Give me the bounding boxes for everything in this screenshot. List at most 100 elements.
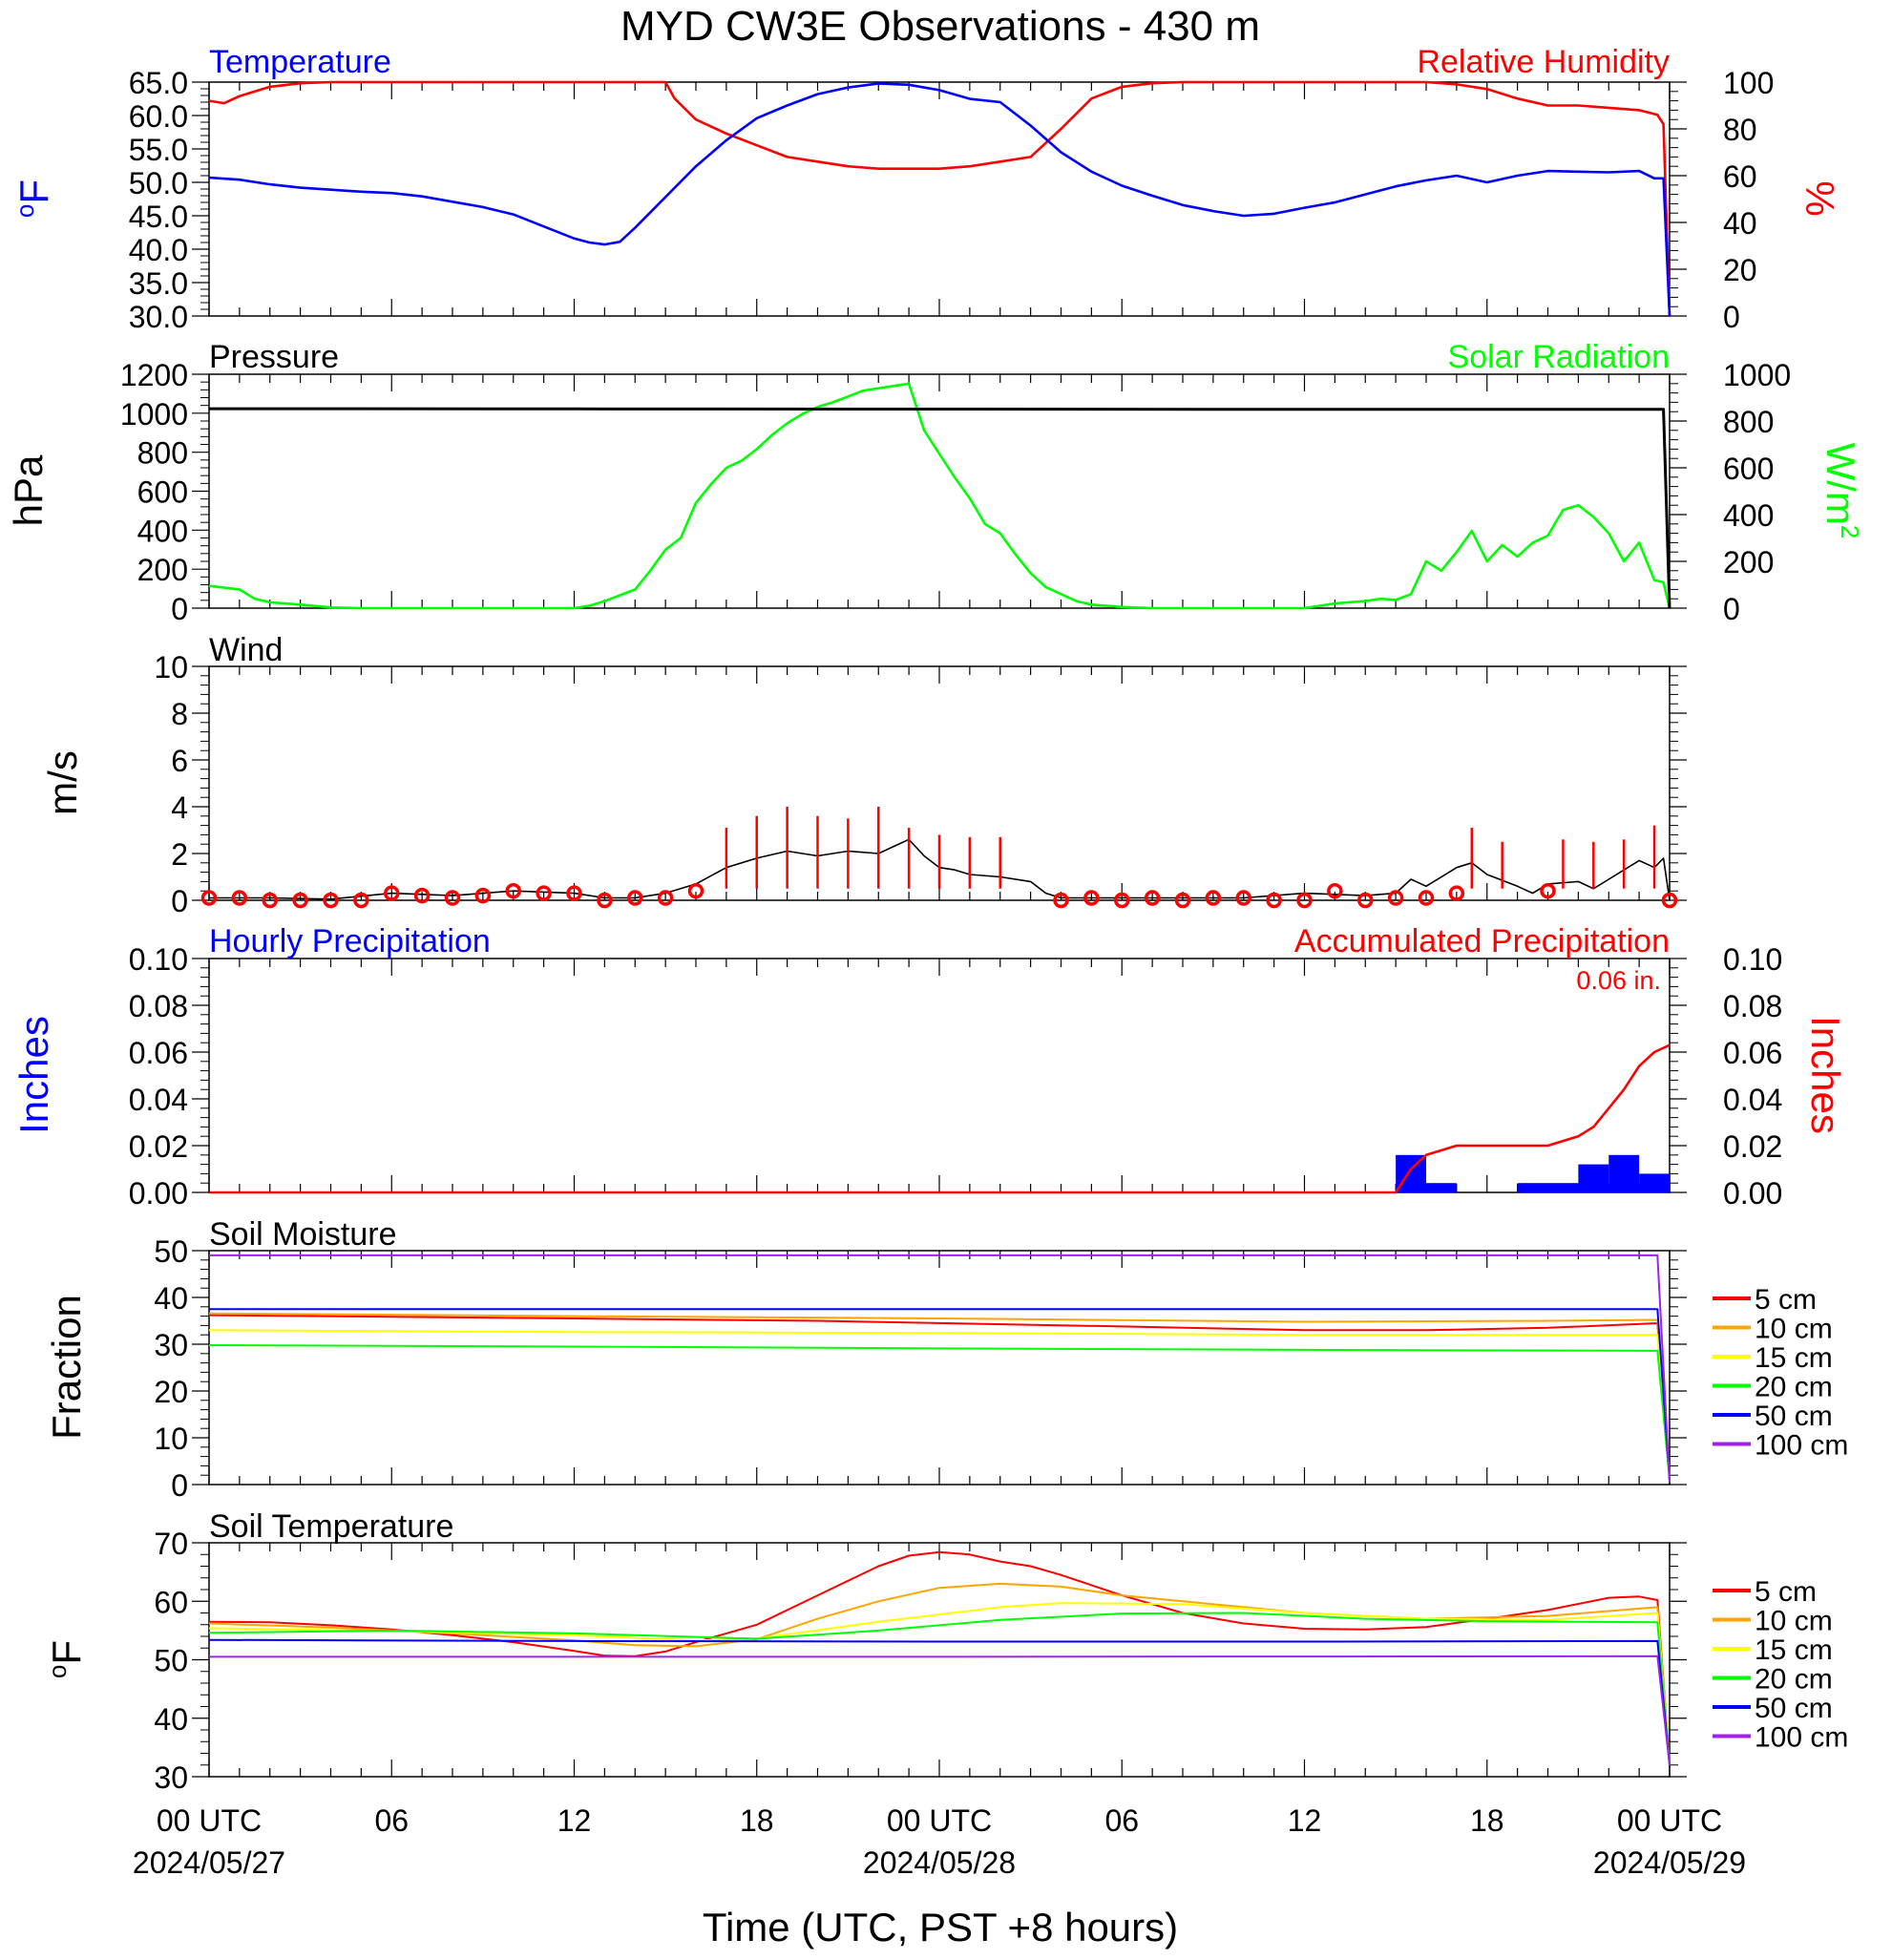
series-soil-moisture bbox=[208, 1312, 1671, 1481]
y-tick-label-left: 40 bbox=[154, 1281, 188, 1316]
x-tick-label: 18 bbox=[740, 1803, 774, 1838]
unit-squared: 2 bbox=[1836, 525, 1864, 538]
panel-label-right: Solar Radiation bbox=[1448, 339, 1670, 375]
x-tick-label: 00 UTC bbox=[887, 1803, 992, 1838]
y-tick-label-right: 0.10 bbox=[1723, 942, 1782, 977]
y-tick-label-left: 800 bbox=[137, 436, 188, 471]
y-tick-label-right: 0.02 bbox=[1723, 1129, 1782, 1164]
y-tick-label-left: 35.0 bbox=[129, 266, 188, 301]
unit-degree: o bbox=[43, 1665, 72, 1678]
y-tick-label-right: 0.06 bbox=[1723, 1036, 1782, 1070]
legend-label: 5 cm bbox=[1755, 1576, 1817, 1608]
unit-left: m/s bbox=[40, 750, 85, 815]
y-tick-label-right: 60 bbox=[1723, 159, 1757, 194]
x-tick-label: 06 bbox=[1104, 1803, 1139, 1838]
x-tick-date-label: 2024/05/29 bbox=[1593, 1845, 1746, 1880]
panels: 65.060.055.050.045.040.035.030.010080604… bbox=[6, 44, 1864, 1880]
wind-marker bbox=[657, 890, 674, 906]
x-tick-label: 00 UTC bbox=[1617, 1803, 1722, 1838]
series-temperature bbox=[208, 82, 1671, 317]
y-tick-label-left: 1200 bbox=[120, 358, 188, 392]
series-soil-moisture bbox=[208, 1344, 1671, 1481]
y-tick-label-left: 200 bbox=[137, 553, 188, 587]
unit-wm: W/m bbox=[1818, 443, 1863, 525]
y-tick-label-left: 0.00 bbox=[129, 1176, 188, 1211]
y-tick-label-left: 400 bbox=[137, 514, 188, 548]
wind-marker bbox=[200, 890, 218, 906]
wind-marker bbox=[1418, 890, 1435, 906]
legend-label: 100 cm bbox=[1755, 1430, 1848, 1462]
legend-label: 10 cm bbox=[1755, 1606, 1833, 1637]
precip-bar bbox=[1608, 1154, 1640, 1192]
wind-marker bbox=[1114, 892, 1130, 909]
x-tick-date-label: 2024/05/28 bbox=[863, 1845, 1016, 1880]
series-soil-moisture bbox=[208, 1314, 1671, 1481]
series-soil-temperature bbox=[209, 1654, 1671, 1765]
wind-marker bbox=[1448, 885, 1465, 901]
panel-label-left: Wind bbox=[209, 632, 283, 668]
wind-marker bbox=[1661, 892, 1678, 909]
y-tick-label-right: 400 bbox=[1723, 498, 1774, 533]
panel-frame bbox=[208, 1542, 1671, 1778]
y-tick-label-left: 0.08 bbox=[129, 989, 188, 1023]
y-tick-label-right: 80 bbox=[1723, 113, 1757, 147]
y-tick-label-left: 0 bbox=[171, 884, 188, 918]
y-tick-label-left: 0.02 bbox=[129, 1129, 188, 1164]
wind-marker bbox=[1083, 890, 1100, 906]
precip-bar bbox=[1426, 1183, 1457, 1192]
unit-f: F bbox=[44, 1640, 89, 1665]
series-soil-temperature bbox=[208, 1550, 1671, 1765]
legend-label: 100 cm bbox=[1755, 1722, 1848, 1754]
wind-marker bbox=[1296, 892, 1313, 909]
y-tick-label-left: 10 bbox=[154, 650, 188, 685]
panel-label-left: Temperature bbox=[209, 44, 391, 80]
y-tick-label-left: 600 bbox=[137, 475, 188, 510]
y-tick-label-right: 100 bbox=[1723, 66, 1774, 100]
y-tick-label-left: 30 bbox=[154, 1760, 188, 1795]
wind-marker bbox=[1357, 892, 1374, 909]
y-tick-label-left: 45.0 bbox=[129, 200, 188, 234]
y-tick-label-right: 800 bbox=[1723, 405, 1774, 439]
y-tick-label-right: 20 bbox=[1723, 253, 1757, 287]
legend-label: 20 cm bbox=[1755, 1664, 1833, 1696]
series-relative-humidity bbox=[208, 80, 1671, 317]
y-tick-label-left: 50 bbox=[154, 1234, 188, 1269]
wind-marker bbox=[1174, 892, 1191, 909]
unit-left: hPa bbox=[6, 454, 51, 526]
unit-left: oF bbox=[11, 179, 56, 218]
y-tick-label-left: 40.0 bbox=[129, 233, 188, 267]
y-tick-label-left: 60.0 bbox=[129, 99, 188, 134]
y-tick-label-left: 30 bbox=[154, 1328, 188, 1362]
wind-marker bbox=[1327, 882, 1343, 899]
legend-label: 15 cm bbox=[1755, 1342, 1833, 1374]
accumulated-total: 0.06 in. bbox=[1576, 966, 1661, 995]
y-tick-label-left: 10 bbox=[154, 1422, 188, 1456]
y-tick-label-right: 1000 bbox=[1723, 358, 1791, 392]
series-soil-temperature bbox=[208, 1602, 1671, 1765]
y-tick-label-left: 0 bbox=[171, 592, 188, 626]
y-tick-label-left: 8 bbox=[171, 697, 188, 731]
series-soil-moisture bbox=[208, 1329, 1671, 1481]
y-tick-label-left: 4 bbox=[171, 790, 188, 825]
x-axis-label: Time (UTC, PST +8 hours) bbox=[703, 1905, 1178, 1949]
legend-label: 5 cm bbox=[1755, 1284, 1817, 1316]
precip-bar bbox=[1517, 1183, 1579, 1192]
series-soil-temperature bbox=[208, 1638, 1671, 1765]
wind-marker bbox=[262, 892, 278, 909]
wind-marker bbox=[566, 885, 582, 901]
y-tick-label-left: 50 bbox=[154, 1644, 188, 1678]
wind-marker bbox=[1235, 890, 1251, 906]
wind-marker bbox=[413, 887, 431, 904]
panel-temperature-humidity: 65.060.055.050.045.040.035.030.0 100 80 60 4… bbox=[11, 44, 1842, 334]
y-tick-label-right: 0.08 bbox=[1723, 989, 1782, 1023]
series-soil-moisture bbox=[209, 1308, 1671, 1481]
unit-f: F bbox=[11, 179, 56, 204]
unit-left: Fraction bbox=[44, 1295, 89, 1440]
wind-marker bbox=[1387, 890, 1404, 906]
panel-label-right: Relative Humidity bbox=[1417, 44, 1670, 80]
legend-label: 50 cm bbox=[1755, 1693, 1833, 1724]
figure-title: MYD CW3E Observations - 430 m bbox=[620, 3, 1260, 50]
unit-right: Inches bbox=[1803, 1016, 1848, 1134]
